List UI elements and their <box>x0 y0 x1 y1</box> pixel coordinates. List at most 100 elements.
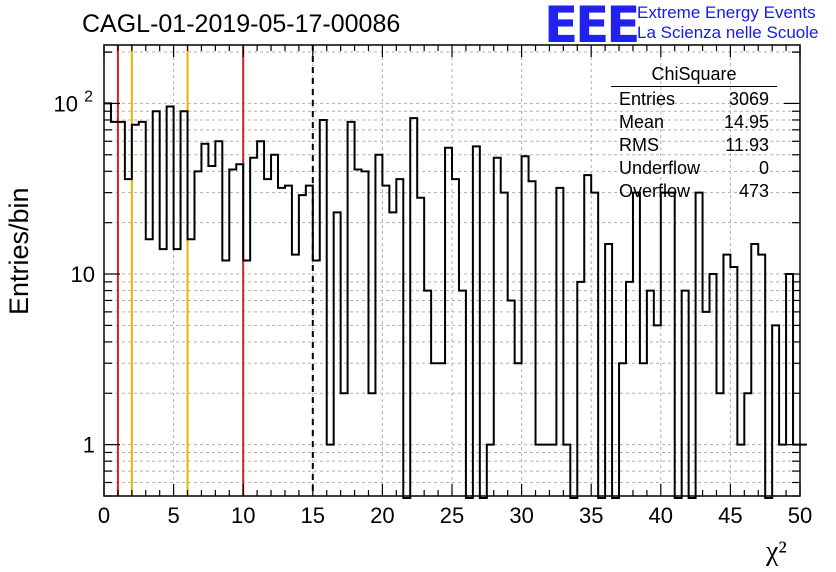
histogram-bin <box>264 179 271 496</box>
stats-value: 473 <box>738 181 769 201</box>
histogram-bin <box>285 186 292 496</box>
histogram-bin <box>577 282 584 496</box>
histogram-bin <box>201 144 208 496</box>
y-tick-label: 10 <box>54 91 78 116</box>
histogram-bin <box>125 179 132 496</box>
stats-label: Underflow <box>619 158 701 178</box>
histogram-bin <box>334 212 341 496</box>
stats-row-entries: Entries 3069 <box>611 88 777 111</box>
histogram-bin <box>118 122 125 496</box>
histogram-bin <box>431 363 438 496</box>
histogram-bin <box>682 291 689 496</box>
histogram-bin <box>542 445 549 496</box>
plot-frame <box>103 44 801 497</box>
histogram-bin <box>215 141 222 496</box>
y-tick-label: 10 <box>71 262 95 287</box>
logo-mark: EEE <box>544 0 640 54</box>
histogram-bin <box>188 239 195 496</box>
stats-row-mean: Mean 14.95 <box>611 111 777 134</box>
histogram-bin <box>229 169 236 496</box>
histogram-bin <box>751 244 758 496</box>
x-tick-label: 5 <box>167 503 179 528</box>
histogram-bin <box>341 393 348 496</box>
histogram-bin <box>536 445 543 496</box>
histogram-bin <box>348 122 355 496</box>
histogram-bin <box>633 193 640 496</box>
histogram-bin <box>549 445 556 496</box>
histogram-bin <box>703 312 710 496</box>
histogram-bin <box>494 158 501 496</box>
histogram-bars <box>104 102 807 499</box>
histogram-bin <box>382 186 389 496</box>
histogram-bin <box>758 255 765 496</box>
x-tick-label: 40 <box>649 503 673 528</box>
y-tick-label: 1 <box>83 433 95 458</box>
histogram-bin <box>292 255 299 496</box>
logo-line-2: La Scienza nelle Scuole <box>637 23 819 42</box>
histogram-bin <box>167 106 174 496</box>
histogram-bin <box>111 122 118 496</box>
histogram-bin <box>563 445 570 496</box>
histogram-bin <box>515 363 522 496</box>
histogram-bin <box>146 239 153 496</box>
histogram-bin <box>438 363 445 496</box>
stats-row-underflow: Underflow 0 <box>611 157 777 180</box>
histogram-bin <box>647 291 654 496</box>
stats-row-overflow: Overflow 473 <box>611 180 777 203</box>
stats-value: 14.95 <box>723 112 769 132</box>
histogram-bin <box>306 186 313 496</box>
histogram-bin <box>139 122 146 496</box>
histogram-bin <box>716 393 723 496</box>
histogram-bin <box>299 195 306 496</box>
histogram-bin <box>800 445 807 496</box>
histogram-bin <box>250 158 257 496</box>
histogram-bin <box>584 175 591 496</box>
histogram-bin <box>278 188 285 496</box>
histogram-bin <box>522 156 529 496</box>
histogram-bin <box>640 363 647 496</box>
histogram-bin <box>257 141 264 496</box>
histogram-bin <box>710 274 717 496</box>
x-tick-label: 20 <box>370 503 394 528</box>
stats-value: 3069 <box>728 89 769 109</box>
histogram-bin <box>508 300 515 496</box>
histogram-bin <box>668 193 675 496</box>
histogram-bin <box>445 148 452 496</box>
histogram-bin <box>529 181 536 496</box>
histogram-bin <box>375 155 382 496</box>
histogram-bin <box>737 445 744 496</box>
histogram-bin <box>132 125 139 496</box>
y-tick-label-exponent: 2 <box>84 88 93 105</box>
histogram-bin <box>473 146 480 496</box>
x-tick-label: 0 <box>98 503 110 528</box>
histogram-bin <box>313 261 320 496</box>
histogram-bin <box>104 103 111 496</box>
stats-label: RMS <box>619 135 659 155</box>
stats-label: Mean <box>619 112 665 132</box>
stats-value: 11.93 <box>725 135 769 155</box>
histogram-bin <box>368 393 375 496</box>
x-tick-label: 25 <box>440 503 464 528</box>
logo-line-1: Extreme Energy Events <box>637 3 816 22</box>
histogram-bin <box>222 261 229 496</box>
x-axis-label: χ² <box>766 536 787 567</box>
stats-title: ChiSquare <box>611 64 777 87</box>
histogram-bin <box>160 249 167 496</box>
histogram-bin <box>410 118 417 496</box>
histogram-bin <box>696 193 703 496</box>
histogram-bin <box>417 198 424 496</box>
histogram-bin <box>501 193 508 496</box>
histogram-bin <box>236 164 243 496</box>
histogram-bin <box>730 267 737 496</box>
histogram-bin <box>208 166 215 496</box>
histogram-bin <box>786 274 793 496</box>
histogram-bin <box>605 244 612 496</box>
x-tick-label: 45 <box>718 503 742 528</box>
chart-title: CAGL-01-2019-05-17-00086 <box>82 10 401 38</box>
histogram-bin <box>424 291 431 496</box>
y-axis-label: Entries/bin <box>4 187 34 315</box>
histogram-bin <box>452 179 459 496</box>
histogram-bin <box>194 171 201 496</box>
histogram-bin <box>661 193 668 496</box>
